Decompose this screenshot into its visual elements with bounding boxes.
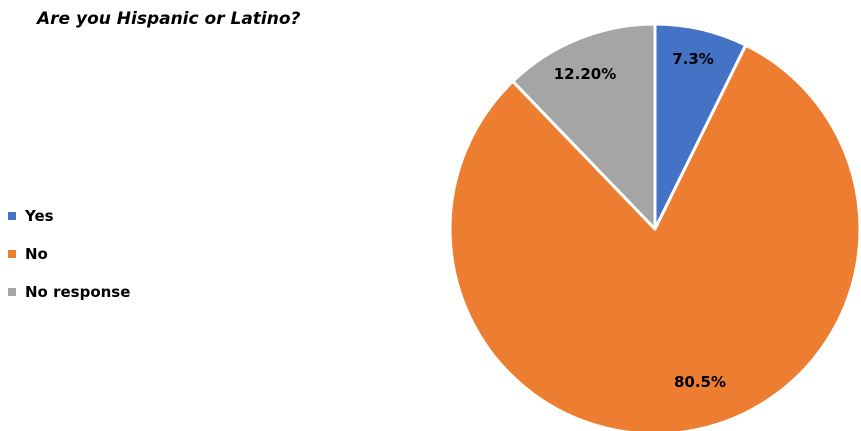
- pie-slice-no-response: [511, 22, 657, 231]
- data-label-no: 80.5%: [674, 373, 726, 391]
- legend-item-no: No: [8, 244, 130, 263]
- legend-label-no-response: No response: [25, 282, 131, 301]
- legend-swatch-no-response: [8, 287, 16, 296]
- chart-title: Are you Hispanic or Latino?: [37, 9, 301, 29]
- data-label-yes: 7.3%: [672, 50, 714, 68]
- legend-label-no: No: [25, 244, 48, 263]
- legend-item-yes: Yes: [8, 206, 130, 225]
- pie-slice-no: [448, 43, 861, 431]
- legend: Yes No No response: [8, 206, 130, 320]
- legend-label-yes: Yes: [25, 206, 54, 225]
- data-label-no-response: 12.20%: [554, 65, 616, 83]
- legend-swatch-yes: [8, 211, 16, 220]
- legend-swatch-no: [8, 249, 16, 258]
- legend-item-no-response: No response: [8, 282, 130, 301]
